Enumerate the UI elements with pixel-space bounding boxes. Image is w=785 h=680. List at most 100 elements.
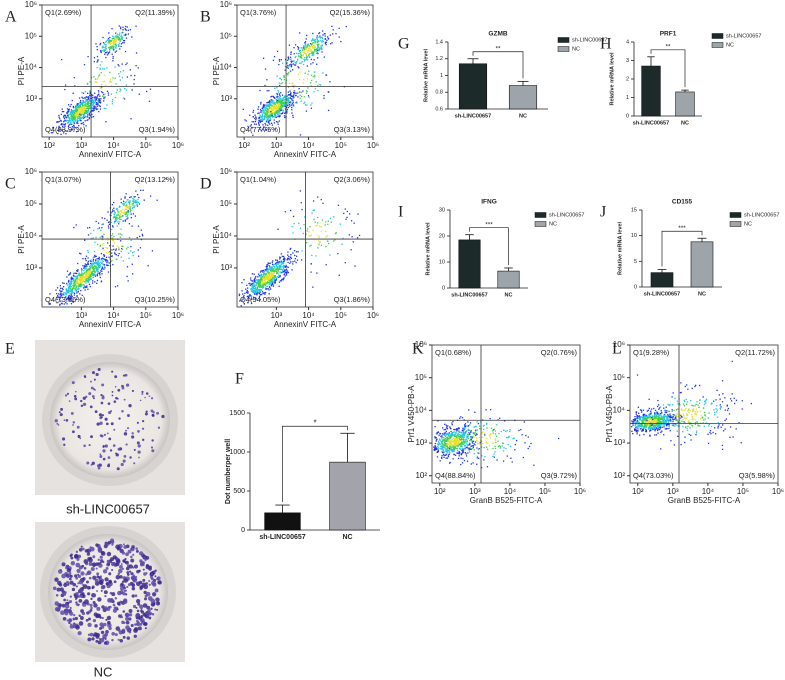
event-dot: [447, 433, 450, 435]
event-dot: [276, 276, 278, 278]
event-dot: [470, 439, 472, 441]
event-dot: [95, 265, 97, 268]
event-dot: [272, 108, 274, 111]
event-dot: [271, 111, 274, 113]
event-dot: [98, 91, 100, 93]
event-dot: [129, 201, 131, 204]
bar: [641, 65, 661, 117]
colony: [66, 392, 70, 395]
event-dot: [276, 103, 278, 105]
event-dot: [266, 90, 268, 92]
event-dot: [84, 267, 86, 269]
event-dot: [66, 130, 69, 132]
colony: [120, 614, 123, 617]
event-dot: [112, 46, 115, 49]
event-dot: [258, 290, 261, 292]
event-dot: [264, 284, 266, 287]
colony: [141, 390, 144, 394]
event-dot: [301, 47, 303, 49]
colony: [111, 370, 114, 373]
event-dot: [94, 262, 96, 264]
event-dot: [292, 95, 295, 98]
colony: [117, 447, 121, 451]
event-dot: [84, 286, 86, 289]
event-dot: [239, 300, 241, 302]
colony: [64, 604, 70, 609]
event-dot: [122, 200, 125, 202]
event-dot: [101, 244, 104, 246]
event-dot: [270, 118, 272, 120]
event-dot: [326, 235, 328, 237]
event-dot: [66, 292, 68, 294]
event-dot: [118, 42, 121, 44]
event-dot: [269, 287, 271, 289]
quadrant-label: Q2(11.39%): [135, 8, 175, 17]
event-dot: [128, 236, 131, 239]
x-tick-label: 10⁵: [335, 311, 347, 320]
event-dot: [277, 121, 279, 123]
event-dot: [290, 101, 292, 103]
event-dot: [326, 36, 329, 38]
event-dot: [117, 210, 119, 213]
event-dot: [278, 107, 280, 109]
bar: [690, 241, 714, 288]
event-dot: [70, 111, 72, 113]
colony: [66, 575, 70, 579]
colony: [95, 543, 99, 547]
event-dot: [85, 107, 88, 110]
event-dot: [76, 109, 78, 112]
event-dot: [258, 282, 261, 284]
event-dot: [101, 260, 103, 262]
event-dot: [314, 74, 316, 76]
event-dot: [87, 102, 90, 105]
event-dot: [304, 41, 307, 43]
event-dot: [73, 281, 76, 283]
event-dot: [81, 284, 83, 287]
event-dot: [265, 117, 267, 119]
event-dot: [260, 270, 262, 272]
x-tick-label: 10⁵: [335, 141, 347, 150]
event-dot: [121, 37, 123, 39]
colony: [125, 429, 127, 432]
event-dot: [268, 280, 270, 282]
event-dot: [265, 275, 267, 277]
event-dot: [92, 94, 94, 96]
event-dot: [262, 284, 264, 286]
event-dot: [57, 293, 60, 295]
event-dot: [72, 117, 74, 119]
event-dot: [250, 302, 253, 305]
event-dot: [445, 457, 447, 459]
event-dot: [96, 81, 98, 84]
event-dot: [279, 266, 281, 268]
colony: [84, 599, 89, 605]
event-dot: [73, 106, 75, 109]
event-dot: [321, 44, 323, 46]
event-dot: [264, 292, 266, 294]
event-dot: [287, 91, 290, 93]
event-dot: [103, 43, 106, 45]
event-dot: [110, 221, 113, 224]
event-dot: [278, 105, 280, 107]
event-dot: [289, 105, 291, 107]
colony: [137, 450, 141, 454]
event-dot: [112, 60, 114, 62]
colony: [121, 620, 125, 625]
colony: [112, 444, 116, 447]
event-dot: [49, 302, 51, 305]
event-dot: [58, 127, 60, 129]
event-dot: [253, 121, 255, 123]
event-dot: [334, 239, 336, 241]
event-dot: [107, 225, 110, 227]
event-dot: [279, 274, 281, 277]
event-dot: [84, 105, 86, 107]
event-dot: [357, 213, 359, 215]
event-dot: [100, 98, 102, 100]
event-dot: [56, 298, 58, 301]
event-dot: [77, 281, 80, 284]
event-dot: [263, 104, 265, 106]
event-dot: [354, 265, 356, 267]
event-dot: [99, 87, 101, 89]
event-dot: [77, 278, 79, 280]
event-dot: [455, 448, 457, 450]
colony: [94, 389, 96, 391]
